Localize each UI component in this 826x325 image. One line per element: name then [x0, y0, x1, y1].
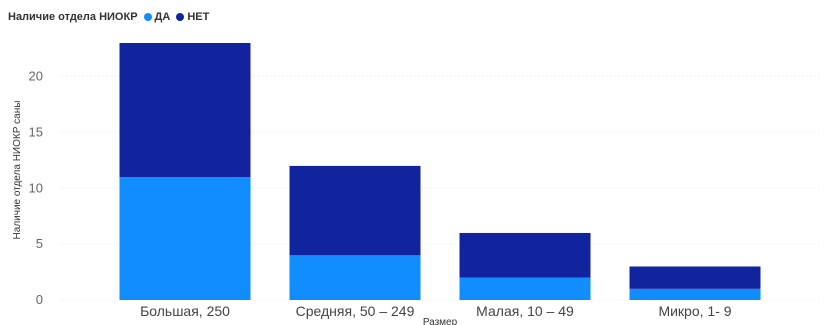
y-tick-label: 10 [29, 180, 43, 195]
y-tick-label: 5 [36, 236, 43, 251]
x-category-label: Средняя, 50 – 249 [296, 303, 415, 319]
legend-swatch-net [176, 13, 185, 21]
bar-segment-da[interactable] [119, 177, 251, 300]
bar-segment-net[interactable] [119, 43, 251, 178]
legend-label-net: НЕТ [187, 11, 210, 23]
bar-segment-da[interactable] [289, 255, 421, 300]
bar-segment-net[interactable] [459, 232, 591, 278]
y-tick-label: 0 [36, 292, 43, 307]
y-axis-title: Наличие отдела НИОКР сaны [12, 101, 23, 240]
x-category-label: Малая, 10 – 49 [476, 303, 574, 319]
x-category-label: Большая, 250 [140, 303, 230, 319]
legend-title: Наличие отдела НИОКР [8, 11, 138, 23]
bar-segment-da[interactable] [629, 288, 761, 300]
legend-item-net[interactable]: НЕТ [176, 11, 209, 23]
bar-segment-net[interactable] [289, 165, 421, 256]
bar-segment-net[interactable] [629, 266, 761, 289]
y-tick-label: 20 [29, 69, 43, 84]
x-axis-labels: Большая, 250 Средняя, 50 – 249 Малая, 10 –… [140, 303, 732, 319]
y-axis-ticks: 0 5 10 15 20 [29, 69, 43, 307]
x-category-label: Микро, 1- 9 [658, 303, 731, 319]
bar-segment-da[interactable] [459, 277, 591, 300]
chart-legend: Наличие отдела НИОКР ДА НЕТ [8, 11, 209, 23]
y-tick-label: 15 [29, 124, 43, 139]
x-axis-title: Размер [423, 317, 458, 325]
legend-swatch-da [143, 13, 152, 21]
legend-label-da: ДА [154, 11, 171, 23]
bars [119, 43, 761, 300]
legend-item-da[interactable]: ДА [143, 11, 171, 23]
